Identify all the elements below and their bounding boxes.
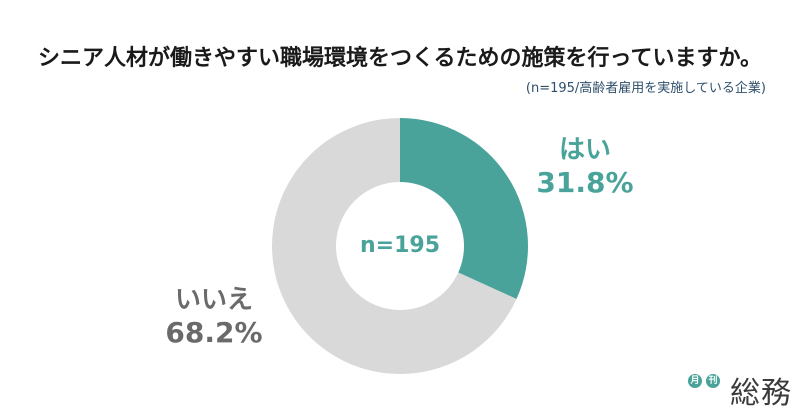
chart-title: シニア人材が働きやすい職場環境をつくるための施策を行っていますか。 (37, 46, 763, 71)
brand-badge-kan: 刊 (706, 374, 720, 388)
donut-slice-1 (272, 118, 517, 374)
donut-slices (272, 118, 528, 374)
slice-label-no: いいえ (175, 285, 253, 315)
brand-logo: 月 刊 総務 (688, 370, 792, 411)
chart-subtitle: (n=195/高齢者雇用を実施している企業) (525, 81, 766, 96)
slice-value-no: 68.2% (165, 316, 262, 349)
brand-name: 総務 (730, 376, 792, 411)
slice-label-yes: はい (559, 135, 611, 165)
brand-badge-getsu: 月 (688, 374, 702, 388)
center-label: n=195 (360, 233, 440, 258)
slice-value-yes: 31.8% (536, 166, 633, 199)
donut-slice-0 (400, 118, 528, 300)
